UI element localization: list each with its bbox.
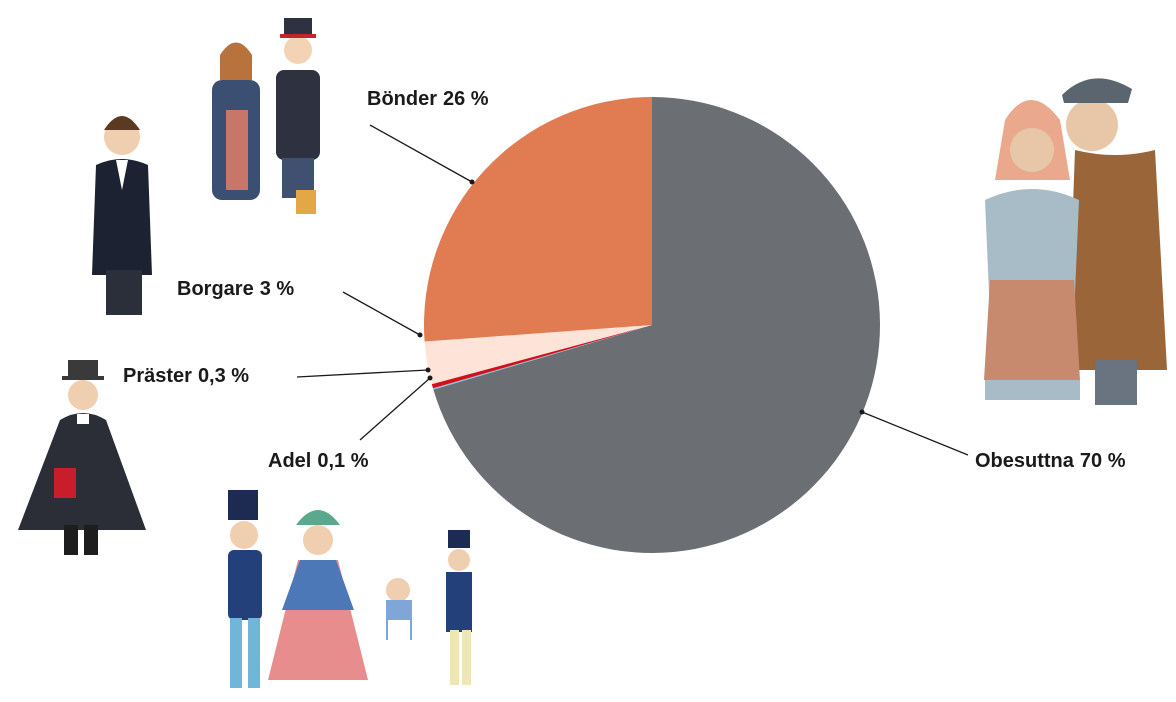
- category-name: Borgare: [177, 278, 254, 300]
- burgher-illustration: [92, 116, 152, 315]
- leader-dot: [426, 368, 431, 373]
- leader-line: [360, 378, 430, 440]
- slice-label: Adel 0,1 %: [268, 450, 369, 472]
- leader-dot: [860, 410, 865, 415]
- slice-label: Bönder 26 %: [367, 88, 489, 110]
- category-name: Obesuttna: [975, 450, 1075, 472]
- leader-line: [862, 412, 968, 455]
- leader-dot: [418, 333, 423, 338]
- slice-label: Präster 0,3 %: [123, 365, 249, 387]
- value-label: 3 %: [260, 278, 295, 300]
- leader-dot: [428, 376, 433, 381]
- value-label: 70 %: [1080, 450, 1126, 472]
- category-name: Präster: [123, 365, 192, 387]
- chart: Obesuttna70 % Adel 0,1 % Präster 0,3 % Borgar…: [0, 0, 1176, 702]
- value-label: 0,3 %: [198, 365, 249, 387]
- value-label: 0,1 %: [317, 450, 368, 472]
- noble-illustration: [228, 490, 472, 688]
- leader-line: [343, 292, 420, 335]
- priest-illustration: [18, 360, 146, 555]
- leader-line: [370, 125, 472, 182]
- pie-slice: [424, 97, 652, 342]
- value-label: 26 %: [443, 88, 489, 110]
- leader-line: [297, 370, 428, 377]
- poor-illustration: [984, 78, 1167, 405]
- slice-label: Borgare 3 %: [177, 278, 294, 300]
- leader-dot: [470, 180, 475, 185]
- farmer-illustration: [212, 18, 320, 214]
- category-name: Bönder: [367, 88, 437, 110]
- category-name: Adel: [268, 450, 311, 472]
